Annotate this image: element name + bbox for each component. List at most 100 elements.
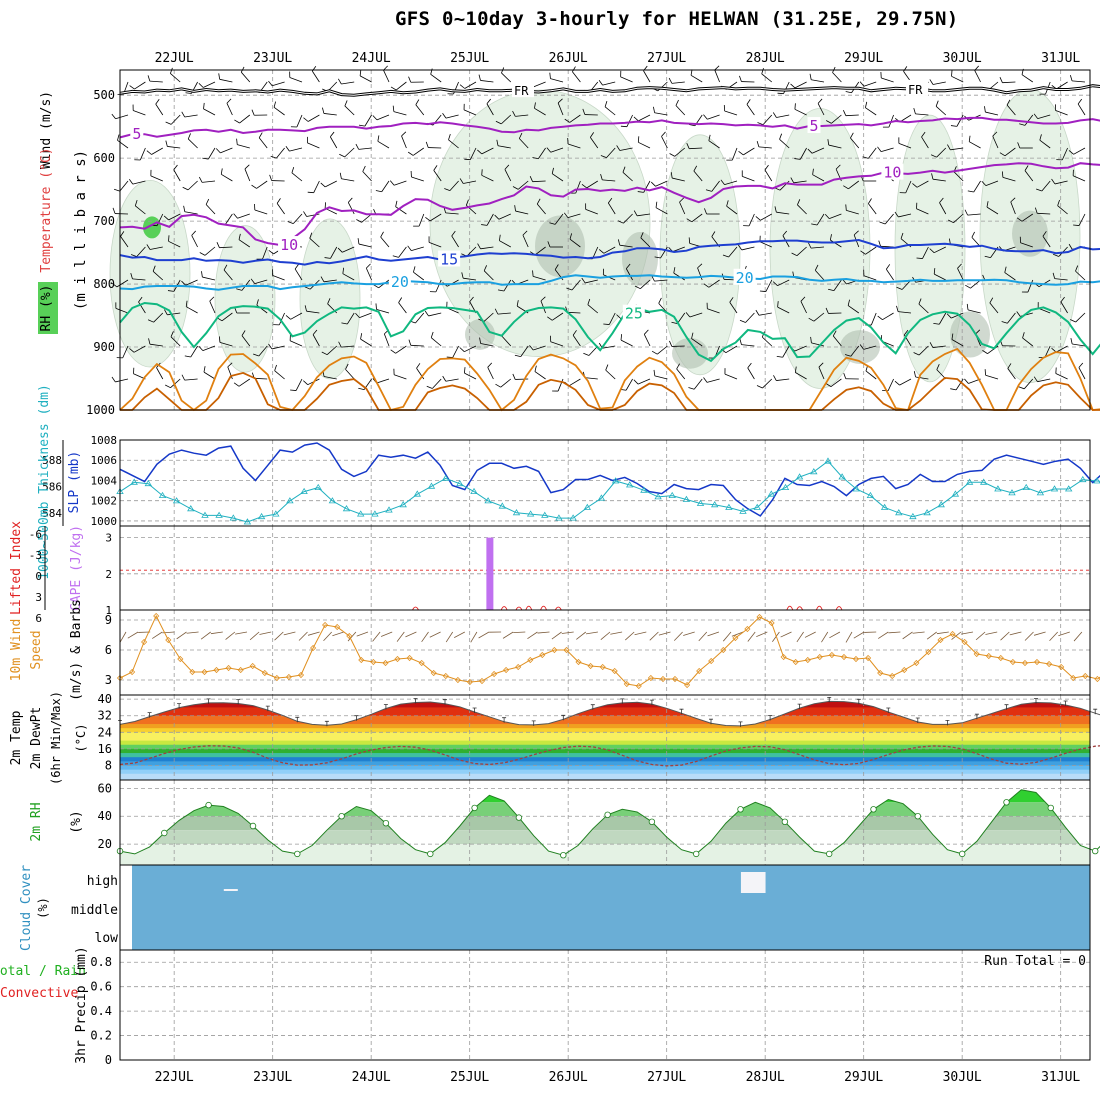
wind-barb xyxy=(643,180,651,193)
wind10m-barb xyxy=(225,631,236,640)
wind-barb-flag xyxy=(342,267,345,274)
wind-barb xyxy=(863,345,877,350)
wind-barb xyxy=(313,180,320,193)
wind-barb xyxy=(237,144,250,149)
upper-air-frame xyxy=(119,69,1091,411)
wind-barb xyxy=(604,106,616,116)
rh-shade-dark xyxy=(840,330,880,364)
wind-barb xyxy=(448,139,459,149)
wind-barb xyxy=(139,147,146,161)
wind-barb-flag xyxy=(344,100,348,107)
wind-barb xyxy=(690,74,703,83)
wind-barb xyxy=(759,241,772,248)
wind-barb-flag xyxy=(685,312,691,318)
wind-barb-flag xyxy=(183,205,186,212)
wind-barb xyxy=(133,110,146,116)
cape-li-panel: 1 2 3 -6 -3 0 3 6 xyxy=(29,526,1090,625)
wind-barb-flag xyxy=(534,365,537,372)
wind-barb xyxy=(571,279,581,291)
wind-barb-flag xyxy=(929,342,934,348)
wind-barb-flag xyxy=(551,167,554,174)
wind-barb xyxy=(463,277,477,281)
y-tick-label: 600 xyxy=(93,151,115,165)
temp-minmax-tick xyxy=(443,699,447,705)
wind-barb-flag xyxy=(128,179,134,185)
wind-barb-flag xyxy=(844,354,851,357)
wind-barb xyxy=(480,343,494,347)
temp-band xyxy=(120,748,1090,754)
wind-barb-flag xyxy=(828,288,835,292)
wind-barb xyxy=(481,147,494,155)
wind10m-barb xyxy=(380,631,393,637)
wind-barb-flag xyxy=(111,376,116,383)
wind-barb-flag xyxy=(572,66,576,72)
wind-barb-flag xyxy=(650,181,656,187)
wind-barb xyxy=(115,378,129,383)
y-tick-label: 900 xyxy=(93,340,115,354)
y-tick-label-left: 586 xyxy=(42,480,62,493)
temp-minmax-tick xyxy=(1093,708,1098,715)
wind-barb-flag xyxy=(982,350,988,354)
wind-barb-flag xyxy=(477,149,483,155)
wind-barb xyxy=(758,312,772,316)
rh2m-point xyxy=(959,850,966,858)
wind-barb xyxy=(1010,201,1016,215)
wind-barb-flag xyxy=(1010,197,1016,203)
wind-barb xyxy=(587,304,599,314)
wind-barb xyxy=(915,376,929,380)
wind-barb-flag xyxy=(303,211,307,217)
wind-barb xyxy=(793,180,807,184)
wind-barb-flag xyxy=(582,108,586,115)
wind-barb xyxy=(1075,312,1086,323)
wind-barb-flag xyxy=(708,134,711,141)
wind-barb-flag xyxy=(600,173,603,180)
wind-barb-flag xyxy=(1068,243,1073,250)
wind-barb xyxy=(1078,367,1086,380)
isotherm-label-bg xyxy=(906,79,928,96)
wind-barb-flag xyxy=(966,303,969,310)
cloud-clear-patch xyxy=(740,872,766,893)
wind-barb-flag xyxy=(859,81,865,87)
wind10m-point xyxy=(647,674,654,682)
rh-tick-label: 60 xyxy=(98,781,112,795)
wind-barb-flag xyxy=(703,283,710,288)
wind-barb xyxy=(415,312,425,324)
wind10m-point xyxy=(249,662,256,670)
wind-barb xyxy=(202,180,216,183)
wind-barb xyxy=(1041,180,1051,192)
wind-barb-flag xyxy=(933,268,936,275)
wind-barb-flag xyxy=(1024,165,1029,171)
wind-barb xyxy=(1002,177,1016,182)
wind-barb xyxy=(190,345,198,358)
wind-barb xyxy=(138,301,146,314)
axis-label-cloud-percent: (%) xyxy=(36,897,50,919)
wind10m-barb xyxy=(634,631,647,636)
wind-barb-flag xyxy=(984,255,991,259)
wind10m-point xyxy=(611,667,618,675)
wind-barb-flag xyxy=(201,271,203,278)
wind-barb xyxy=(187,180,198,191)
wind-barb xyxy=(445,212,459,215)
wind-barb xyxy=(714,69,720,83)
wind-barb-flag xyxy=(345,363,349,370)
wind-barb xyxy=(932,345,946,348)
wind10m-point xyxy=(961,638,968,646)
wind10m-barb xyxy=(625,631,635,641)
wind-barb-flag xyxy=(554,264,559,270)
wind-barb xyxy=(223,269,233,281)
wind-barb-flag xyxy=(1053,253,1059,257)
wind-barb-flag xyxy=(756,385,763,389)
wind-barb xyxy=(323,113,337,116)
rh-shade-dark xyxy=(535,215,585,278)
wind-barb xyxy=(168,240,181,248)
wind-barb-flag xyxy=(303,380,308,385)
wind-barb-flag xyxy=(1004,266,1007,273)
wind10m-point xyxy=(213,666,220,674)
wind10m-barb xyxy=(396,631,405,642)
wind10m-point xyxy=(865,654,872,662)
rh2m-point xyxy=(560,852,567,859)
wind10m-barb xyxy=(235,631,248,635)
wind10m-point xyxy=(153,612,160,620)
wind-barb-flag xyxy=(825,307,829,314)
wind-barb xyxy=(203,371,216,380)
